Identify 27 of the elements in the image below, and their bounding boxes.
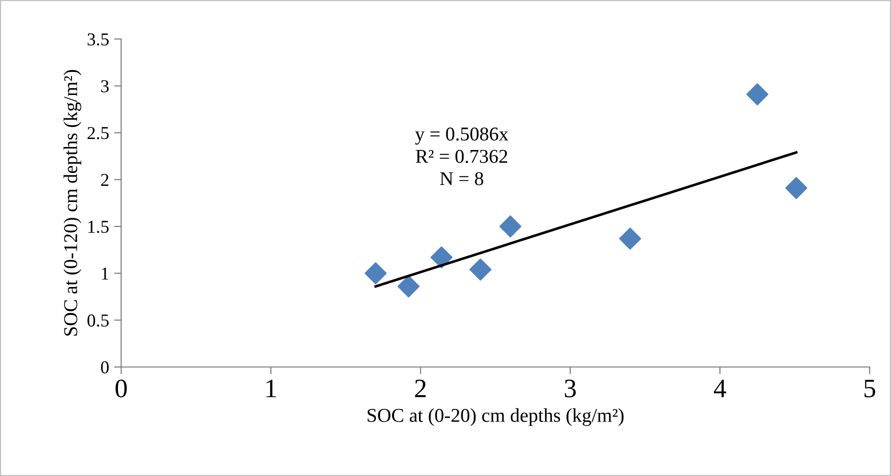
annotation: y = 0.5086x	[415, 127, 508, 145]
y-tick-label: 0.5	[87, 314, 109, 327]
point	[746, 83, 768, 106]
point	[619, 228, 642, 250]
y-tick-label: 2.5	[88, 127, 109, 140]
x-tick-label: 1	[266, 380, 276, 398]
y-tick-label: 1	[102, 268, 108, 280]
point	[398, 275, 420, 298]
y-tick-label: 0	[101, 361, 109, 374]
y-tick-label: 3.5	[88, 33, 109, 46]
point	[430, 246, 453, 268]
x-tick-label: 4	[714, 380, 726, 398]
annotation: R² = 0.7362	[416, 150, 508, 164]
y-axis-title: SOC at (0-120) cm depths (kg/m²)	[64, 70, 82, 336]
x-tick-label: 3	[564, 380, 576, 398]
annotation: N = 8	[440, 172, 484, 186]
point	[499, 215, 522, 238]
y-tick-label: 2	[101, 174, 108, 186]
point	[785, 177, 808, 200]
x-tick-label: 0	[116, 380, 127, 398]
y-tick-label: 1.5	[88, 220, 109, 233]
x-axis-title: SOC at (0-20) cm depths (kg/m²)	[368, 408, 624, 426]
point	[364, 262, 387, 284]
x-tick-label: 2	[415, 380, 426, 398]
point	[469, 258, 492, 281]
x-tick-label: 5	[864, 380, 876, 398]
y-tick-label: 3	[101, 80, 109, 92]
